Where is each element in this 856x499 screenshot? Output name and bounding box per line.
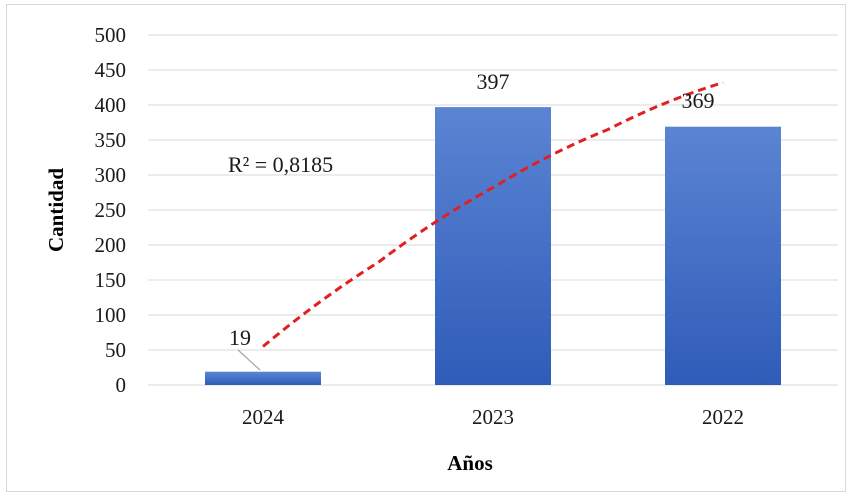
y-tick-label: 0 (116, 373, 127, 397)
y-tick-label: 450 (95, 58, 127, 82)
y-axis-title: Cantidad (44, 168, 68, 252)
x-tick-label: 2022 (702, 405, 744, 429)
y-tick-label: 250 (95, 198, 127, 222)
y-tick-label: 350 (95, 128, 127, 152)
data-labels: 19 397 369 (229, 69, 715, 371)
y-tick-label: 50 (105, 338, 126, 362)
y-tick-label: 300 (95, 163, 127, 187)
data-label: 397 (477, 69, 510, 94)
x-tick-label: 2024 (242, 405, 285, 429)
x-axis-ticks: 2024 2023 2022 (242, 405, 744, 429)
y-tick-label: 500 (95, 23, 127, 47)
bars (205, 107, 781, 385)
trendline-curve (262, 81, 724, 348)
x-axis-title: Años (447, 451, 493, 475)
data-label: 19 (229, 325, 251, 350)
bar (435, 107, 551, 385)
r-squared-label: R² = 0,8185 (228, 152, 333, 177)
y-tick-label: 400 (95, 93, 127, 117)
y-axis-ticks: 0 50 100 150 200 250 300 350 400 450 500 (95, 23, 127, 397)
y-tick-label: 100 (95, 303, 127, 327)
bar (205, 371, 321, 385)
trendline (262, 81, 724, 348)
y-tick-label: 150 (95, 268, 127, 292)
bar (665, 126, 781, 385)
y-tick-label: 200 (95, 233, 127, 257)
data-label: 369 (682, 88, 715, 113)
data-label-leader (237, 349, 261, 371)
x-tick-label: 2023 (472, 405, 514, 429)
